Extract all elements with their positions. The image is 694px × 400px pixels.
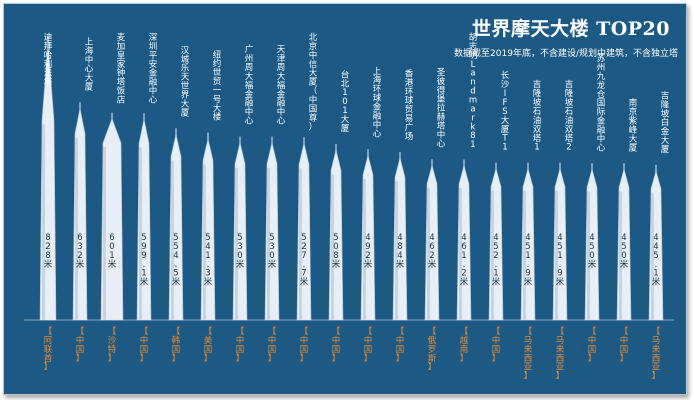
country-tag-17: 【马来西亚】 (556, 327, 565, 382)
country-tag-5: 【韩国】 (172, 327, 181, 364)
tower-shade-12 (395, 181, 398, 320)
country-tag-4: 【中国】 (140, 327, 149, 364)
chart-subtitle: 数据截至2019年底，不含建设/规划中建筑，不含独立塔 (454, 49, 678, 59)
tower-shade-11 (363, 178, 366, 320)
building-name-20: 吉隆坡白金大厦 (661, 91, 670, 155)
tower-shade-6 (203, 164, 206, 320)
country-tag-3: 【沙特】 (108, 327, 117, 364)
building-name-3: 麦加皇家钟塔饭店 (117, 32, 126, 105)
tower-shade-16 (523, 190, 526, 320)
tower-shade-10 (331, 174, 334, 320)
tower-shade-17 (555, 190, 558, 320)
country-tag-16: 【马来西亚】 (524, 327, 533, 382)
building-name-5: 汉城乐天世界大厦 (181, 46, 190, 118)
building-name-4: 深圳平安金融中心 (149, 33, 158, 105)
building-name-2: 上海中心大厦 (85, 38, 94, 93)
country-tag-8: 【中国】 (268, 327, 277, 364)
tower-shade-7 (235, 167, 238, 320)
country-tag-6: 【美国】 (204, 327, 213, 364)
building-name-18: 苏州九龙仓国际金融中心 (597, 53, 606, 153)
tower-shade-5 (171, 160, 174, 320)
country-tag-7: 【中国】 (236, 327, 245, 364)
tower-shade-4 (139, 147, 142, 320)
building-name-11: 上海环球金融中心 (373, 67, 382, 139)
country-tag-20: 【马来西亚】 (652, 327, 661, 382)
building-name-12: 香港环球贸易广场 (405, 68, 414, 141)
chart-frame: 世界摩天大楼 TOP20 数据截至2019年底，不含建设/规划中建筑，不含独立塔… (3, 3, 687, 395)
building-name-17: 吉隆坡石油双塔 2 (565, 80, 574, 152)
country-tag-9: 【中国】 (300, 327, 309, 364)
building-name-1: 迪拜哈利法塔 (44, 32, 53, 88)
tower-shade-19 (619, 191, 622, 320)
tower-shade-3 (103, 146, 106, 320)
building-name-19: 南京紫峰大厦 (629, 98, 638, 154)
tower-shade-9 (299, 168, 302, 320)
country-tag-12: 【中国】 (396, 327, 405, 364)
tower-shade-13 (427, 187, 430, 320)
building-name-15: 长沙 I F S 大厦 T 1 (501, 70, 510, 152)
tower-shade-1 (42, 124, 45, 320)
country-tag-11: 【中国】 (364, 327, 373, 364)
building-name-6: 纽约世贸一号大楼 (213, 49, 222, 122)
country-tag-19: 【中国】 (620, 327, 629, 364)
building-name-10: 台北 1 0 1 大厦 (341, 69, 350, 134)
building-name-8: 天津周大福金融中心 (277, 45, 286, 126)
country-tag-15: 【中国】 (492, 327, 501, 364)
country-tag-18: 【中国】 (588, 327, 597, 364)
country-tag-2: 【中国】 (76, 327, 85, 364)
tower-shade-18 (587, 191, 590, 320)
tower-shade-14 (459, 188, 462, 320)
building-name-16: 吉隆坡石油双塔 1 (533, 80, 542, 152)
country-tag-13: 【俄罗斯】 (428, 327, 437, 373)
building-name-7: 广州周大福金融中心 (245, 44, 254, 126)
country-tag-14: 【越南】 (460, 327, 469, 364)
chart-title: 世界摩天大楼 TOP20 (471, 18, 670, 40)
skyscraper-chart: 8 2 8 米 迪拜哈利法塔【阿联酋】 6 3 2 米 上海中心大厦【中国】 6 0 1 米 麦加皇家钟塔饭… (24, 32, 674, 382)
building-name-9: 北京中信大厦（中国尊） (309, 33, 318, 132)
building-name-13: 圣彼得堡拉赫塔中心 (437, 68, 446, 149)
tower-shade-8 (267, 167, 270, 320)
tower-shade-15 (491, 190, 494, 320)
country-tag-1: 【阿联酋】 (44, 327, 53, 373)
country-tag-10: 【中国】 (332, 327, 341, 364)
tower-shade-20 (651, 192, 654, 320)
tower-shade-2 (75, 137, 78, 320)
